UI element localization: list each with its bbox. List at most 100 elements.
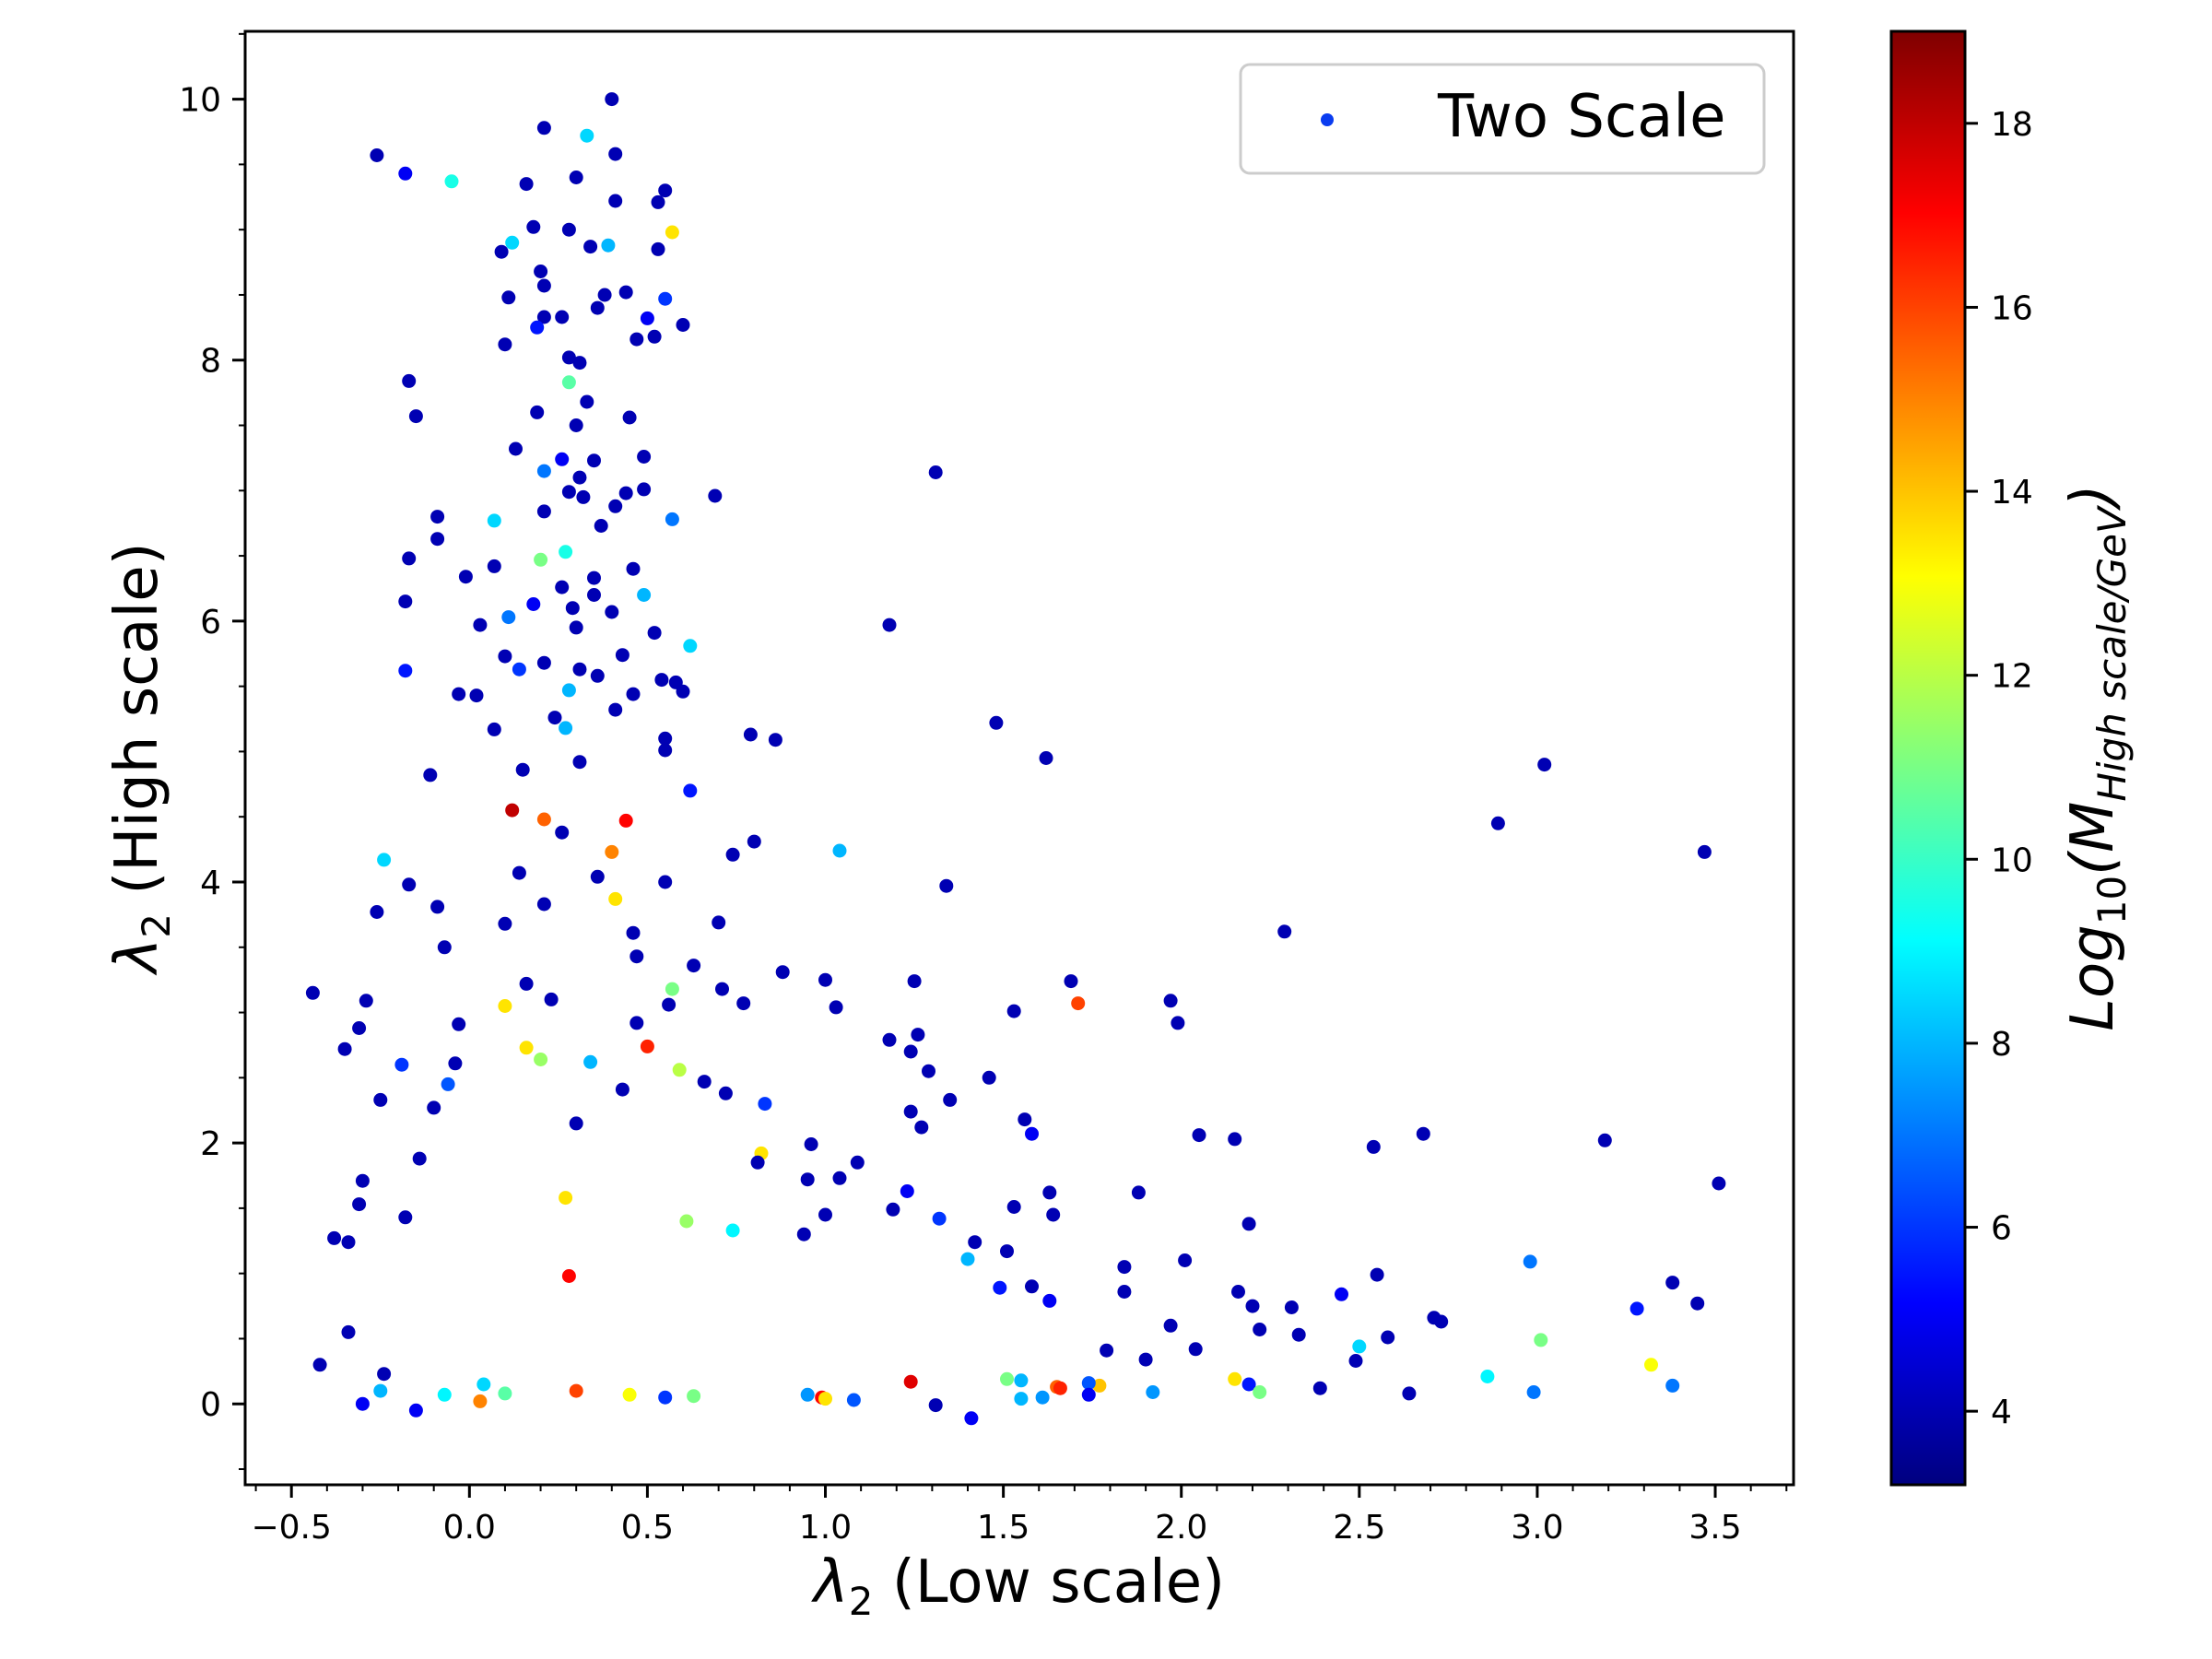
- data-point: [501, 290, 516, 305]
- data-point: [1490, 816, 1505, 830]
- data-point: [1163, 1318, 1178, 1333]
- data-point: [1335, 1287, 1348, 1301]
- data-point: [928, 1398, 943, 1413]
- data-point: [536, 121, 551, 135]
- data-point: [555, 310, 570, 324]
- x-tick-label: 1.0: [799, 1509, 852, 1547]
- data-point: [615, 1082, 629, 1097]
- data-point: [412, 1151, 427, 1166]
- data-point: [629, 332, 644, 347]
- data-point: [608, 702, 623, 717]
- data-point: [796, 1227, 811, 1241]
- data-point: [1100, 1343, 1114, 1358]
- data-point: [1014, 1373, 1029, 1388]
- data-point: [1042, 1293, 1057, 1308]
- data-point: [498, 649, 512, 664]
- data-point: [1146, 1385, 1160, 1399]
- data-point: [536, 278, 551, 293]
- data-point: [1228, 1132, 1242, 1147]
- data-point: [618, 486, 633, 500]
- data-point: [658, 743, 673, 758]
- data-point: [626, 561, 641, 576]
- data-point: [534, 552, 548, 567]
- data-point: [452, 1017, 466, 1031]
- data-point: [498, 916, 512, 931]
- data-point: [939, 878, 954, 893]
- data-point: [911, 1028, 925, 1042]
- data-point: [697, 1075, 712, 1089]
- data-point: [561, 222, 576, 237]
- data-point: [608, 499, 623, 513]
- data-point: [1081, 1387, 1096, 1402]
- data-point: [1092, 1378, 1107, 1393]
- data-point: [903, 1104, 918, 1119]
- data-point: [569, 1383, 583, 1398]
- data-point: [498, 999, 512, 1013]
- data-point: [608, 891, 623, 906]
- data-point: [355, 1173, 370, 1188]
- data-point: [327, 1230, 342, 1245]
- data-point: [1434, 1314, 1449, 1329]
- data-point: [687, 959, 701, 973]
- data-point: [505, 803, 520, 818]
- data-point: [1370, 1267, 1384, 1282]
- data-point: [1228, 1371, 1242, 1386]
- data-point: [768, 733, 782, 747]
- data-point: [1025, 1279, 1039, 1294]
- data-point: [587, 588, 601, 602]
- data-point: [818, 1207, 832, 1222]
- data-point: [1480, 1370, 1495, 1383]
- colorbar-tick-label: 8: [1991, 1026, 2012, 1064]
- data-point: [608, 194, 623, 208]
- data-point: [477, 1377, 491, 1392]
- data-point: [882, 1032, 897, 1047]
- data-point: [676, 318, 690, 332]
- y-tick-label: 4: [200, 865, 221, 902]
- data-point: [640, 1039, 654, 1053]
- data-points: [305, 92, 1726, 1426]
- data-point: [587, 571, 601, 585]
- data-point: [982, 1070, 996, 1085]
- data-point: [850, 1155, 865, 1170]
- data-point: [1253, 1323, 1267, 1336]
- data-point: [922, 1064, 935, 1078]
- data-point: [398, 664, 413, 678]
- data-point: [1000, 1371, 1014, 1386]
- data-point: [312, 1358, 327, 1372]
- colorbar-tick-label: 14: [1991, 474, 2033, 512]
- data-point: [1064, 974, 1078, 989]
- legend-marker: [1321, 113, 1334, 126]
- data-point: [651, 194, 665, 209]
- data-point: [561, 485, 576, 500]
- x-axis: −0.5 0.0 0.5 1.0 1.5 2.0 2.5 3.0 3.5: [251, 1485, 1788, 1547]
- data-point: [569, 418, 583, 432]
- colorbar-ticks: 4 6 8 10 12 14 16 18: [1965, 106, 2033, 1431]
- data-point: [712, 915, 726, 930]
- data-point: [665, 982, 679, 996]
- y-tick-label: 10: [179, 82, 221, 120]
- data-point: [555, 825, 570, 840]
- data-point: [569, 171, 583, 184]
- plot-area-frame: [243, 29, 1795, 1487]
- data-point: [341, 1324, 356, 1339]
- data-point: [565, 601, 580, 616]
- data-point: [505, 235, 520, 250]
- data-point: [437, 1387, 452, 1402]
- data-point: [1053, 1381, 1067, 1395]
- data-point: [907, 974, 922, 989]
- data-point: [932, 1211, 947, 1226]
- x-tick-label: 0.5: [621, 1509, 674, 1547]
- data-point: [1117, 1260, 1132, 1275]
- data-point: [536, 504, 551, 519]
- data-point: [1523, 1254, 1537, 1269]
- data-point: [1697, 844, 1712, 859]
- data-point: [408, 409, 423, 424]
- data-point: [561, 1269, 576, 1283]
- data-point: [1381, 1330, 1395, 1345]
- data-point: [960, 1252, 975, 1266]
- data-point: [487, 513, 501, 528]
- data-point: [373, 1383, 388, 1398]
- data-point: [1018, 1112, 1032, 1127]
- data-point: [672, 1063, 687, 1077]
- data-point: [536, 655, 551, 670]
